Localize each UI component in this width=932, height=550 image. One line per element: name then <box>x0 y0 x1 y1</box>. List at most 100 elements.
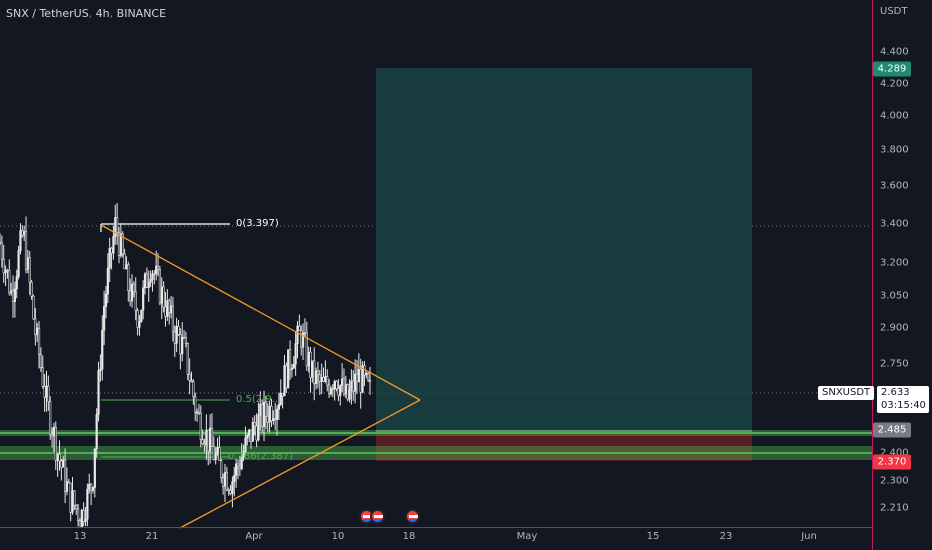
candle-body <box>145 273 148 288</box>
price-tick: 2.900 <box>880 322 909 334</box>
bar-countdown: 03:15:40 <box>881 400 926 411</box>
us-flag-event-icon[interactable] <box>370 509 385 524</box>
candle-body <box>220 460 223 479</box>
candle-body <box>58 454 61 462</box>
candle-body <box>0 242 3 260</box>
fib-retracement[interactable] <box>100 223 230 458</box>
candle-body <box>99 368 102 371</box>
candle-body <box>203 443 206 446</box>
support-band-lower[interactable] <box>0 446 872 460</box>
price-tick: 3.400 <box>880 218 909 230</box>
price-tick: 2.300 <box>880 475 909 487</box>
candle-body <box>156 265 160 270</box>
candle-body <box>261 404 264 427</box>
candle-body <box>26 257 29 270</box>
candle-body <box>277 404 280 410</box>
candle-body <box>82 509 85 522</box>
triangle-pattern[interactable] <box>100 224 421 529</box>
fib-label-0: 0(3.397) <box>236 218 279 229</box>
candle-body <box>322 376 325 382</box>
stop-zone[interactable] <box>376 431 752 461</box>
candle-body <box>331 388 334 390</box>
candle-body <box>300 330 303 348</box>
candle-body <box>223 472 227 487</box>
candle-body <box>0 242 2 244</box>
candle-body <box>84 518 87 522</box>
candle-body <box>80 509 83 528</box>
target-zone[interactable] <box>376 68 752 431</box>
candle-body <box>359 368 362 393</box>
price-tick: 4.000 <box>880 110 909 122</box>
candle-body <box>259 404 262 416</box>
candle-body <box>121 233 124 255</box>
candle-body <box>76 508 80 522</box>
candle-body <box>171 305 175 333</box>
candle-body <box>335 381 338 390</box>
candle-body <box>357 368 360 383</box>
candle-body <box>248 429 251 436</box>
candle-body <box>32 295 35 320</box>
time-tick: 18 <box>402 531 416 542</box>
fib-label-0-5: 0.5(2.9... <box>236 394 282 405</box>
candle-body <box>63 459 67 492</box>
price-tick: 2.210 <box>880 502 909 514</box>
candle-body <box>205 429 208 446</box>
candle-body <box>37 327 41 355</box>
candle-body <box>337 388 340 396</box>
candle-body <box>279 392 282 405</box>
candle-body <box>201 439 204 445</box>
candle-body <box>60 460 63 468</box>
candle-body <box>275 408 279 420</box>
interval[interactable]: 4h <box>95 7 110 20</box>
candle-body <box>194 396 197 413</box>
candle-body <box>15 276 18 290</box>
level-price-label: 2.485 <box>873 422 911 438</box>
candle-body <box>222 477 225 487</box>
candle-body <box>90 483 93 491</box>
candle-body <box>30 281 33 297</box>
candle-body <box>177 326 180 335</box>
candle-body <box>281 392 284 397</box>
candle-body <box>138 321 141 328</box>
us-flag-event-icon[interactable] <box>405 509 420 524</box>
price-axis-border <box>872 0 873 550</box>
candle-body <box>45 385 48 398</box>
candle-body <box>186 343 189 375</box>
symbol-name[interactable]: SNX / TetherUS <box>6 7 89 20</box>
candle-body <box>10 290 13 294</box>
candle-body <box>182 336 186 339</box>
last-price-label: 2.633 03:15:40 <box>877 386 929 413</box>
candle-body <box>175 326 178 344</box>
candle-body <box>352 380 355 392</box>
candle-body <box>327 384 331 395</box>
candle-body <box>355 373 359 383</box>
candle-body <box>314 370 318 385</box>
candle-body <box>348 389 351 400</box>
price-tick: 4.400 <box>880 46 909 58</box>
candle-body <box>103 306 106 331</box>
candle-body <box>52 426 56 437</box>
candle-body <box>231 481 234 494</box>
candle-body <box>209 427 212 452</box>
candle-body <box>101 329 104 370</box>
candle-body <box>71 490 74 513</box>
candle-body <box>192 381 195 398</box>
candle-body <box>17 250 20 277</box>
candle-body <box>318 374 321 382</box>
candle-body <box>272 418 275 422</box>
candle-body <box>287 349 290 389</box>
candle-body <box>236 463 240 467</box>
candle-body <box>143 273 147 289</box>
candle-body <box>229 489 232 494</box>
candle-body <box>4 269 7 274</box>
candle-body <box>123 253 126 270</box>
candle-body <box>270 405 273 422</box>
time-axis-border <box>0 527 872 528</box>
candle-body <box>56 454 59 461</box>
candle-body <box>225 472 228 491</box>
support-band-upper[interactable] <box>0 430 872 436</box>
price-tick: 3.050 <box>880 290 909 302</box>
candle-body <box>47 385 50 402</box>
candle-body <box>305 332 308 367</box>
